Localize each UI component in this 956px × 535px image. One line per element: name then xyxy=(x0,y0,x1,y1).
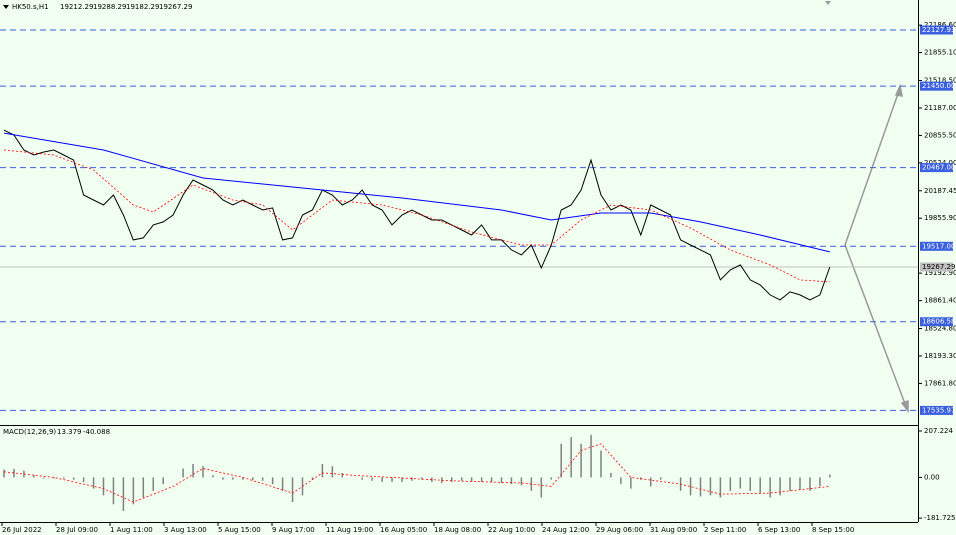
x-tick-label: 9 Aug 17:00 xyxy=(272,526,315,534)
x-tick-label: 26 Jul 2022 xyxy=(2,526,42,534)
ohlc-value: 19267.29 xyxy=(159,3,192,11)
y-tick-label: 17861.80 xyxy=(924,379,956,387)
x-tick-label: 16 Aug 05:00 xyxy=(380,526,427,534)
y-tick-label: 18193.30 xyxy=(924,352,956,360)
level-label: 18606.58 xyxy=(922,318,955,326)
x-tick-label: 1 Aug 11:00 xyxy=(110,526,153,534)
ohlc-value: 19212.29 xyxy=(60,3,93,11)
x-tick-label: 24 Aug 12:00 xyxy=(542,526,589,534)
level-label-box xyxy=(920,25,953,35)
menu-triangle xyxy=(3,5,9,9)
ohlc-value: 19288.29 xyxy=(93,3,126,11)
ohlc-value: 19182.29 xyxy=(126,3,159,11)
shift-marker xyxy=(825,1,831,5)
x-tick-label: 29 Aug 06:00 xyxy=(596,526,643,534)
y-tick-label: 22186.60 xyxy=(924,21,956,29)
y-tick-label: 20855.50 xyxy=(924,131,956,139)
arrow-down xyxy=(844,244,908,410)
level-label-box xyxy=(920,317,953,327)
level-label: 20467.00 xyxy=(922,164,955,172)
y-tick-label: 207.224 xyxy=(924,427,953,435)
macd-signal-line xyxy=(3,443,830,503)
price-series xyxy=(3,149,830,283)
y-tick-label: 18524.80 xyxy=(924,325,956,333)
symbol-title: HK50.s,H1 xyxy=(12,3,49,11)
x-tick-label: 28 Jul 09:00 xyxy=(56,526,98,534)
y-tick-label: 20187.45 xyxy=(924,187,956,195)
macd-signal: -40.088 xyxy=(83,428,110,436)
price-series xyxy=(3,132,830,253)
x-tick-label: 3 Aug 13:00 xyxy=(164,526,207,534)
y-tick-label: -181.725 xyxy=(924,514,955,522)
x-tick-label: 22 Aug 10:00 xyxy=(488,526,535,534)
y-tick-label: 21187.00 xyxy=(924,104,956,112)
level-label-box xyxy=(920,81,953,91)
y-tick-label: 20524.00 xyxy=(924,159,956,167)
y-tick-label: 0.00 xyxy=(924,473,940,481)
macd-main: 13.379 xyxy=(57,428,82,436)
level-label: 21450.00 xyxy=(922,82,955,90)
macd-title: MACD(12,26,9) xyxy=(3,428,56,436)
last-price-box xyxy=(920,262,953,272)
x-tick-label: 31 Aug 09:00 xyxy=(650,526,697,534)
x-tick-label: 5 Aug 15:00 xyxy=(218,526,261,534)
level-label: 17535.97 xyxy=(922,406,955,414)
y-tick-label: 21855.10 xyxy=(924,49,956,57)
arrow-up xyxy=(844,87,901,246)
level-label-box xyxy=(920,163,953,173)
x-tick-label: 6 Sep 13:00 xyxy=(758,526,800,534)
x-tick-label: 11 Aug 19:00 xyxy=(326,526,373,534)
level-label: 22127.93 xyxy=(922,26,955,34)
arrow-head xyxy=(900,399,909,414)
y-tick-label: 19192.90 xyxy=(924,269,956,277)
y-tick-label: 18861.40 xyxy=(924,297,956,305)
level-label-box xyxy=(920,405,953,415)
x-tick-label: 2 Sep 11:00 xyxy=(704,526,746,534)
x-tick-label: 18 Aug 08:00 xyxy=(434,526,481,534)
projection-arrows xyxy=(825,1,909,414)
y-tick-label: 21518.50 xyxy=(924,76,956,84)
y-tick-label: 19855.90 xyxy=(924,214,956,222)
level-label-box xyxy=(920,241,953,251)
level-label: 19517.00 xyxy=(922,242,955,250)
arrow-head xyxy=(894,83,903,97)
x-tick-label: 8 Sep 15:00 xyxy=(812,526,854,534)
price-series xyxy=(3,129,831,301)
last-price-label: 19267.29 xyxy=(922,263,955,271)
